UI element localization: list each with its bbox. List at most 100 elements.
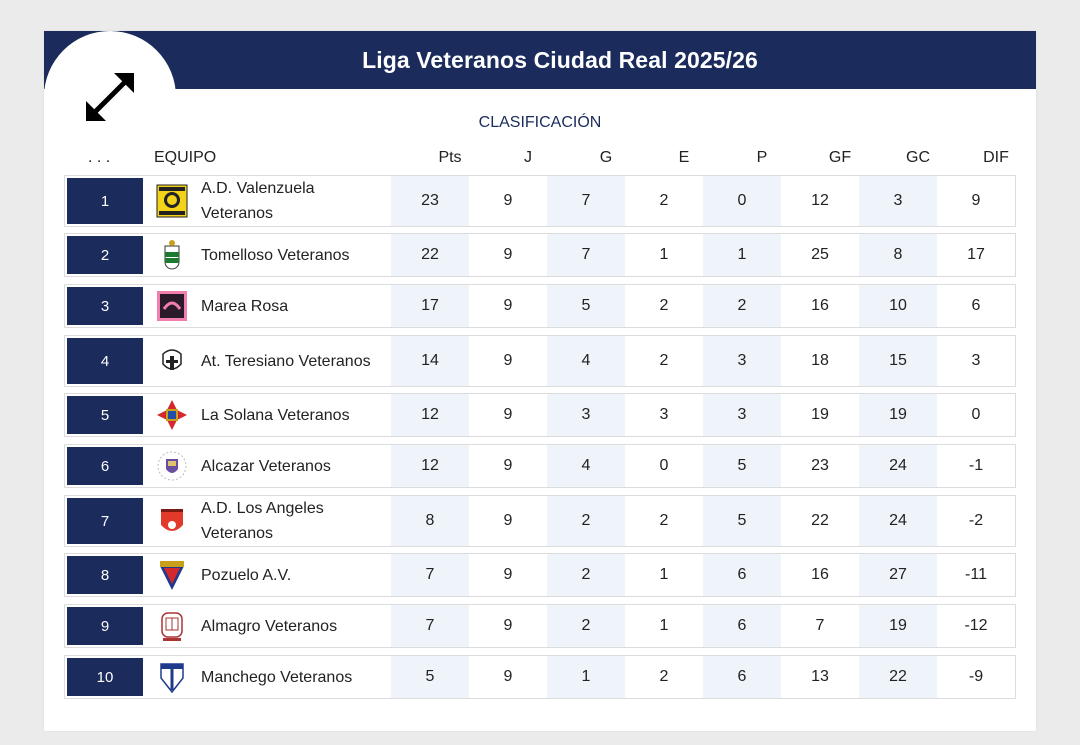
- standings-row[interactable]: 7 A.D. Los Angeles Veteranos 8 9 2 2 5 22 24 -2: [64, 495, 1016, 547]
- rank-cell: 9: [67, 607, 143, 645]
- la-solana-crest-icon: [155, 398, 189, 432]
- stat-p: 2: [703, 285, 781, 327]
- rank-cell: 4: [67, 338, 143, 384]
- stat-j: 9: [503, 246, 513, 263]
- rank-cell: 8: [67, 556, 143, 594]
- stat-p: 6: [703, 656, 781, 698]
- stat-gf: 7: [815, 617, 825, 634]
- stat-e: 1: [659, 246, 669, 263]
- standings-row[interactable]: 6 Alcazar Veteranos 12 9 4 0 5 23 24 -1: [64, 444, 1016, 488]
- rank-cell: 6: [67, 447, 143, 485]
- valenzuela-crest-icon: [155, 184, 189, 218]
- stat-j: 9: [503, 406, 513, 423]
- standings-row[interactable]: 9 Almagro Veteranos 7 9 2 1 6 7 19 -12: [64, 604, 1016, 648]
- team-name[interactable]: Tomelloso Veteranos: [201, 246, 350, 264]
- stat-g: 3: [547, 394, 625, 436]
- league-header: Liga Veteranos Ciudad Real 2025/26: [44, 31, 1036, 89]
- stat-gf: 18: [811, 352, 829, 369]
- expand-button[interactable]: [44, 31, 176, 151]
- standings-row[interactable]: 4 At. Teresiano Veteranos 14 9 4 2 3 18 15 3: [64, 335, 1016, 387]
- stat-g: 2: [547, 554, 625, 596]
- standings-row[interactable]: 2 Tomelloso Veteranos 22 9 7 1 1 25 8 17: [64, 233, 1016, 277]
- stat-gc: 27: [859, 554, 937, 596]
- stat-j: 9: [503, 566, 513, 583]
- stat-gc: 15: [859, 336, 937, 386]
- team-name[interactable]: A.D. Valenzuela Veteranos: [201, 180, 315, 222]
- standings-row[interactable]: 8 Pozuelo A.V. 7 9 2 1 6 16 27 -11: [64, 553, 1016, 597]
- stat-p: 5: [703, 445, 781, 487]
- stat-pts: 7: [391, 605, 469, 647]
- team-name[interactable]: Pozuelo A.V.: [201, 566, 292, 584]
- stat-gf: 23: [811, 457, 829, 474]
- stat-e: 2: [659, 668, 669, 685]
- column-header-team: EQUIPO: [154, 149, 217, 166]
- league-title: Liga Veteranos Ciudad Real 2025/26: [362, 46, 758, 73]
- stat-g: 7: [547, 176, 625, 226]
- stat-gc: 10: [859, 285, 937, 327]
- standings-row[interactable]: 5 La Solana Veteranos 12 9 3 3 3 19 19 0: [64, 393, 1016, 437]
- stat-e: 2: [659, 352, 669, 369]
- stat-e: 1: [659, 566, 669, 583]
- team-name[interactable]: La Solana Veteranos: [201, 406, 350, 424]
- stat-pts: 17: [391, 285, 469, 327]
- stat-gc: 22: [859, 656, 937, 698]
- team-name[interactable]: Manchego Veteranos: [201, 668, 353, 686]
- stat-e: 2: [659, 192, 669, 209]
- standings-card: Liga Veteranos Ciudad Real 2025/26 CLASI…: [44, 31, 1036, 731]
- stat-gc: 24: [859, 445, 937, 487]
- stat-e: 2: [659, 297, 669, 314]
- stat-g: 4: [547, 445, 625, 487]
- team-name[interactable]: Almagro Veteranos: [201, 617, 338, 635]
- teresiano-crest-icon: [155, 344, 189, 378]
- stat-p: 1: [703, 234, 781, 276]
- rank-cell: 7: [67, 498, 143, 544]
- team-name[interactable]: At. Teresiano Veteranos: [201, 352, 371, 370]
- standings-row[interactable]: 1 A.D. Valenzuela Veteranos 23 9 7 2 0 12 3 9: [64, 175, 1016, 227]
- stat-dif: -9: [968, 668, 984, 685]
- stat-e: 2: [659, 512, 669, 529]
- stat-dif: -12: [964, 617, 988, 634]
- stat-gf: 22: [811, 512, 829, 529]
- pozuelo-crest-icon: [155, 558, 189, 592]
- stat-j: 9: [503, 297, 513, 314]
- team-name[interactable]: Alcazar Veteranos: [201, 457, 331, 475]
- manchego-crest-icon: [155, 660, 189, 694]
- stat-g: 4: [547, 336, 625, 386]
- stat-pts: 5: [391, 656, 469, 698]
- stat-j: 9: [503, 668, 513, 685]
- stat-gc: 19: [859, 394, 937, 436]
- column-header-p: P: [756, 149, 768, 166]
- stat-pts: 12: [391, 445, 469, 487]
- almagro-crest-icon: [155, 609, 189, 643]
- stat-dif: -1: [968, 457, 984, 474]
- column-header-g: G: [599, 149, 613, 166]
- rank-cell: 5: [67, 396, 143, 434]
- expand-arrows-icon: [86, 73, 134, 121]
- stat-pts: 14: [391, 336, 469, 386]
- standings-row[interactable]: 10 Manchego Veteranos 5 9 1 2 6 13 22 -9: [64, 655, 1016, 699]
- stat-dif: -11: [965, 566, 987, 583]
- column-header-j: J: [524, 149, 532, 166]
- team-name[interactable]: Marea Rosa: [201, 297, 289, 315]
- stat-e: 1: [659, 617, 669, 634]
- stat-pts: 23: [391, 176, 469, 226]
- column-header-gf: GF: [828, 149, 852, 166]
- stat-gf: 19: [811, 406, 829, 423]
- stat-g: 7: [547, 234, 625, 276]
- stat-pts: 8: [391, 496, 469, 546]
- stat-gc: 19: [859, 605, 937, 647]
- column-header-e: E: [678, 149, 690, 166]
- rank-cell: 1: [67, 178, 143, 224]
- stat-p: 3: [703, 336, 781, 386]
- stat-pts: 7: [391, 554, 469, 596]
- stat-gc: 3: [859, 176, 937, 226]
- rank-cell: 2: [67, 236, 143, 274]
- stat-gf: 16: [811, 297, 829, 314]
- stat-pts: 12: [391, 394, 469, 436]
- standings-row[interactable]: 3 Marea Rosa 17 9 5 2 2 16 10 6: [64, 284, 1016, 328]
- stat-dif: 0: [971, 406, 981, 423]
- column-header-gc: GC: [906, 149, 930, 166]
- stat-j: 9: [503, 512, 513, 529]
- stat-p: 6: [703, 554, 781, 596]
- team-name[interactable]: A.D. Los Angeles Veteranos: [201, 500, 324, 542]
